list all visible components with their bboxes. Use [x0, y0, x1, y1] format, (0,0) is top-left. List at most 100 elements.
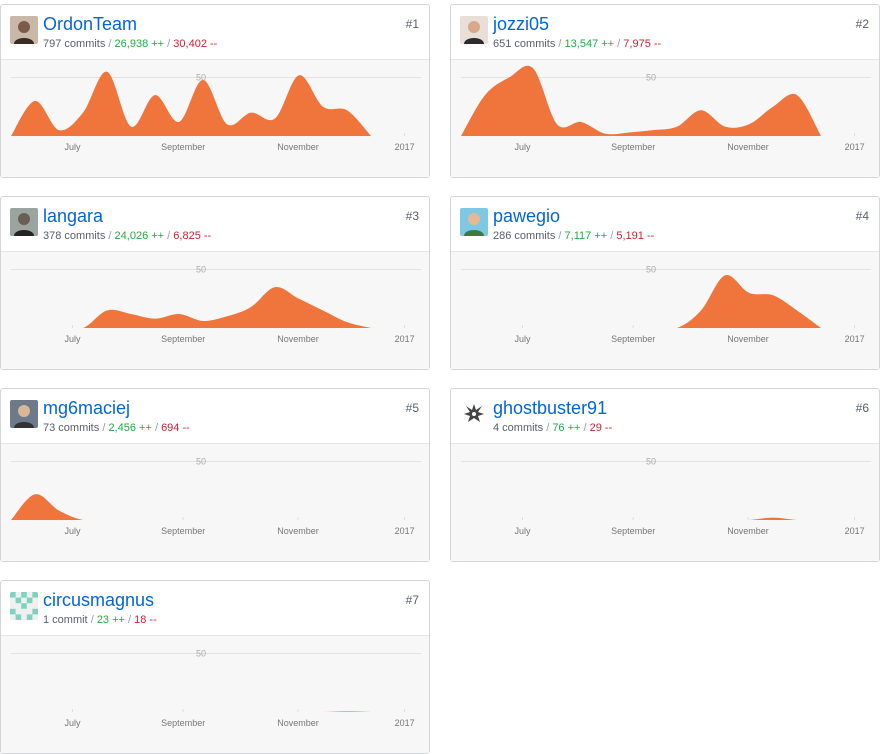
username-link[interactable]: jozzi05	[493, 14, 550, 34]
contributor-stats: 797 commits / 26,938 ++ / 30,402 --	[43, 37, 217, 51]
contributor-header: jozzi05 651 commits / 13,547 ++ / 7,975 …	[451, 5, 879, 60]
contributor-card-circusmagnus: circusmagnus 1 commit / 23 ++ / 18 -- #7…	[0, 580, 430, 754]
contributor-header: mg6maciej 73 commits / 2,456 ++ / 694 --…	[1, 389, 429, 444]
stats-separator: /	[128, 614, 135, 626]
avatar[interactable]	[460, 208, 488, 236]
commits-link[interactable]: 286 commits	[493, 230, 556, 242]
commits-link[interactable]: 4 commits	[493, 422, 544, 434]
stats-separator: /	[90, 614, 97, 626]
commit-activity-chart: 50 July September November 2017	[1, 444, 429, 561]
deletions-count: 694 --	[161, 422, 190, 434]
additions-count: 7,117 ++	[564, 230, 608, 242]
commit-area-series	[461, 517, 821, 520]
x-tick-label: September	[611, 526, 655, 536]
stats-separator: /	[102, 422, 109, 434]
commit-activity-chart: 50 July September November 2017	[1, 60, 429, 177]
contributor-stats: 4 commits / 76 ++ / 29 --	[493, 421, 612, 435]
commit-activity-chart: 50 July September November 2017	[451, 252, 879, 369]
x-tick-label: September	[161, 334, 205, 344]
stats-separator: /	[167, 230, 174, 242]
contributor-card-OrdonTeam: OrdonTeam 797 commits / 26,938 ++ / 30,4…	[0, 4, 430, 178]
identicon-avatar-icon	[10, 592, 38, 620]
area-chart-svg: 50 July September November 2017	[11, 265, 421, 344]
x-tick-label: 2017	[395, 142, 415, 152]
x-tick-label: July	[514, 526, 531, 536]
username-link[interactable]: langara	[43, 206, 104, 226]
x-tick-label: 2017	[845, 334, 865, 344]
additions-count: 26,938 ++	[114, 38, 165, 50]
x-tick-label: November	[277, 142, 319, 152]
contributor-card-ghostbuster91: ghostbuster91 4 commits / 76 ++ / 29 -- …	[450, 388, 880, 562]
commits-link[interactable]: 797 commits	[43, 38, 106, 50]
area-chart-svg: 50 July September November 2017	[461, 65, 871, 152]
x-tick-label: 2017	[845, 142, 865, 152]
x-tick-label: July	[64, 718, 81, 728]
contributor-rank: #6	[855, 401, 869, 415]
x-tick-label: September	[611, 334, 655, 344]
commits-link[interactable]: 651 commits	[493, 38, 556, 50]
stats-separator: /	[558, 38, 565, 50]
x-tick-label: July	[64, 334, 81, 344]
username-link[interactable]: OrdonTeam	[43, 14, 138, 34]
commit-area-series	[11, 494, 371, 520]
contributor-header: circusmagnus 1 commit / 23 ++ / 18 -- #7	[1, 581, 429, 636]
x-tick-label: July	[64, 142, 81, 152]
username-link[interactable]: circusmagnus	[43, 590, 155, 610]
additions-count: 24,026 ++	[114, 230, 165, 242]
contributor-card-mg6maciej: mg6maciej 73 commits / 2,456 ++ / 694 --…	[0, 388, 430, 562]
deletions-count: 30,402 --	[173, 38, 218, 50]
commit-activity-chart: 50 July September November 2017	[451, 60, 879, 177]
commit-activity-chart: 50 July September November 2017	[1, 636, 429, 753]
area-chart-svg: 50 July September November 2017	[11, 71, 421, 152]
y-tick-label: 50	[196, 457, 206, 467]
y-tick-label: 50	[646, 73, 656, 83]
dragon-avatar-icon	[460, 400, 488, 428]
x-tick-label: 2017	[395, 526, 415, 536]
deletions-count: 29 --	[589, 422, 613, 434]
y-tick-label: 50	[196, 265, 206, 275]
avatar[interactable]	[10, 400, 38, 428]
x-tick-label: 2017	[395, 718, 415, 728]
username-link[interactable]: mg6maciej	[43, 398, 131, 418]
avatar[interactable]	[460, 400, 488, 428]
area-chart-svg: 50 July September November 2017	[461, 265, 871, 344]
contributor-rank: #4	[855, 209, 869, 223]
commits-link[interactable]: 1 commit	[43, 614, 88, 626]
contributor-rank: #2	[855, 17, 869, 31]
avatar[interactable]	[10, 208, 38, 236]
x-tick-label: July	[514, 334, 531, 344]
x-tick-label: November	[277, 718, 319, 728]
contributor-stats: 286 commits / 7,117 ++ / 5,191 --	[493, 229, 654, 243]
contributor-rank: #3	[405, 209, 419, 223]
username-link[interactable]: pawegio	[493, 206, 561, 226]
x-tick-label: September	[161, 526, 205, 536]
stats-separator: /	[546, 422, 553, 434]
person-avatar-icon	[10, 400, 38, 428]
x-tick-label: November	[727, 142, 769, 152]
commits-link[interactable]: 378 commits	[43, 230, 106, 242]
additions-count: 76 ++	[552, 422, 581, 434]
commit-activity-chart: 50 July September November 2017	[1, 252, 429, 369]
avatar[interactable]	[10, 592, 38, 620]
additions-count: 13,547 ++	[564, 38, 615, 50]
person-avatar-icon	[10, 16, 38, 44]
deletions-count: 5,191 --	[616, 230, 655, 242]
username-link[interactable]: ghostbuster91	[493, 398, 608, 418]
avatar[interactable]	[10, 16, 38, 44]
stats-separator: /	[167, 38, 174, 50]
deletions-count: 18 --	[134, 614, 157, 626]
person-avatar-icon	[460, 208, 488, 236]
contributor-stats: 73 commits / 2,456 ++ / 694 --	[43, 421, 190, 435]
commits-link[interactable]: 73 commits	[43, 422, 100, 434]
contributor-card-langara: langara 378 commits / 24,026 ++ / 6,825 …	[0, 196, 430, 370]
stats-separator: /	[558, 230, 565, 242]
person-avatar-icon	[10, 208, 38, 236]
x-tick-label: July	[64, 526, 81, 536]
area-chart-svg: 50 July September November 2017	[11, 457, 421, 536]
x-tick-label: 2017	[395, 334, 415, 344]
avatar[interactable]	[460, 16, 488, 44]
contributor-rank: #1	[405, 17, 419, 31]
x-tick-label: November	[277, 334, 319, 344]
person-avatar-icon	[460, 16, 488, 44]
contributor-card-jozzi05: jozzi05 651 commits / 13,547 ++ / 7,975 …	[450, 4, 880, 178]
